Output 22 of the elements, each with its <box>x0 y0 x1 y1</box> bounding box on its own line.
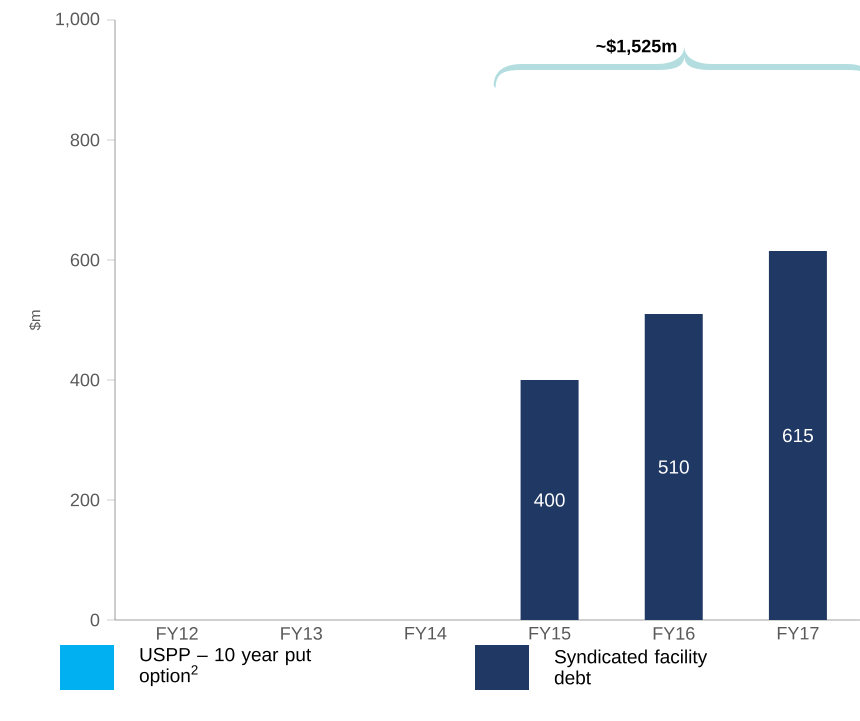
x-tick-label: FY13 <box>281 627 322 640</box>
legend-label: Syndicated facility debt <box>554 650 708 684</box>
y-tick-label: 1,000 <box>56 12 100 28</box>
y-tick-label: 400 <box>70 374 100 386</box>
y-tick-label: 0 <box>90 614 100 626</box>
x-tick-label: FY14 <box>405 627 446 640</box>
bar <box>520 380 579 620</box>
y-tick-label: 600 <box>70 254 100 266</box>
x-tick-label: FY17 <box>778 627 819 640</box>
bar <box>644 314 703 620</box>
y-axis-title: $m <box>29 310 42 330</box>
data-label: 400 <box>534 493 565 507</box>
x-tick-label: FY16 <box>654 627 694 640</box>
y-tick-label: 200 <box>70 494 100 506</box>
x-tick-label: FY15 <box>530 627 570 640</box>
legend-label: USPP – 10 year put option$^{2}$ <box>140 648 312 686</box>
x-tick-label: FY12 <box>157 627 198 640</box>
y-tick-label: 800 <box>70 134 100 146</box>
annotation: ~$1,525m <box>596 38 676 56</box>
data-label: 615 <box>783 428 813 442</box>
bar <box>768 250 827 620</box>
data-label: 510 <box>658 460 689 474</box>
